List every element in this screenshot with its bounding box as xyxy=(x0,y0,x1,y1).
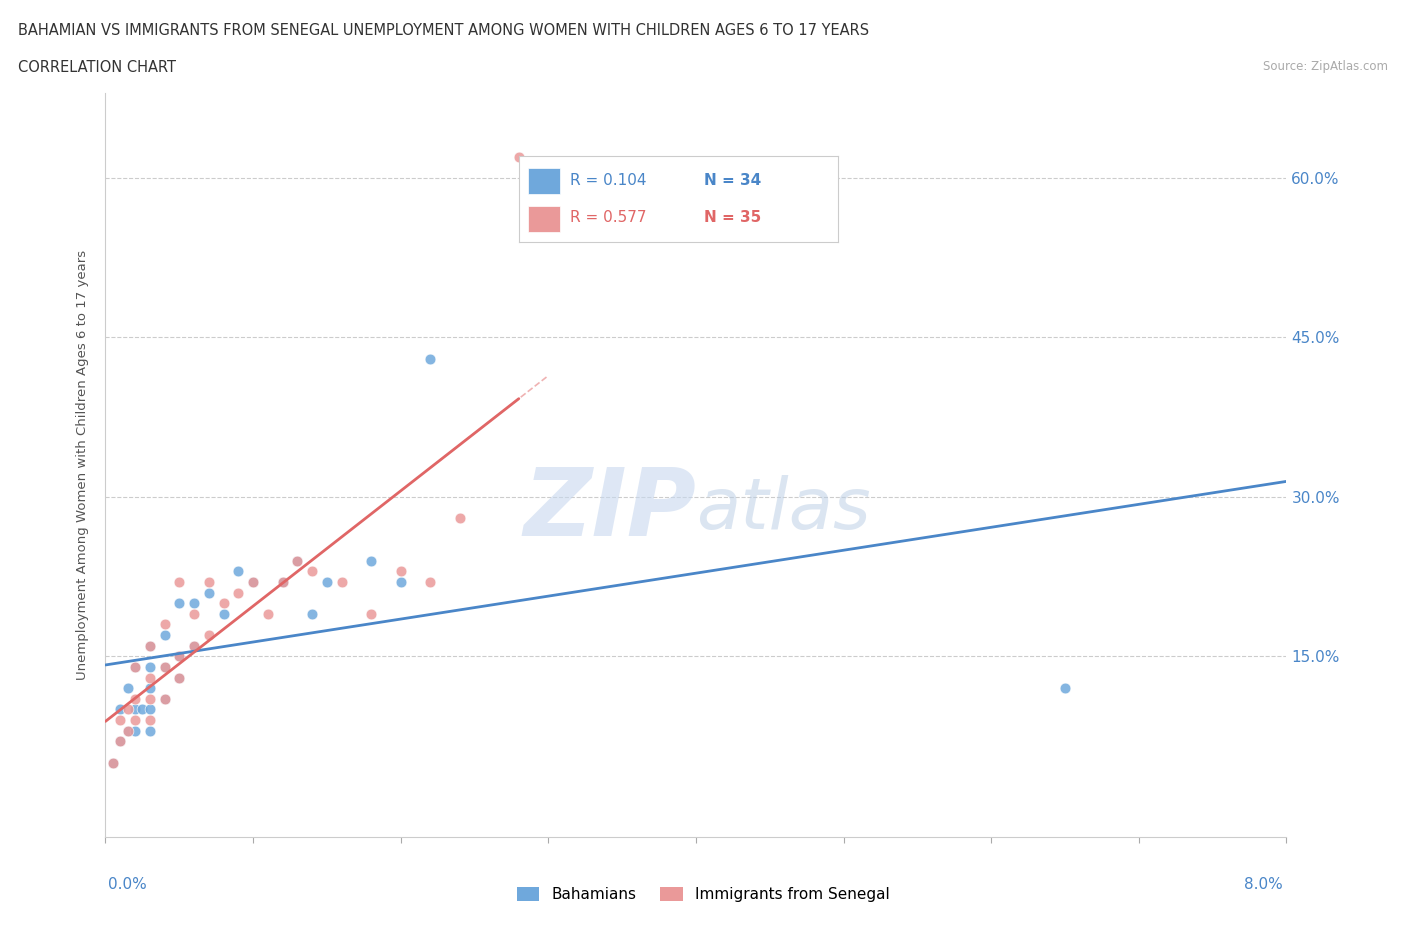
Point xyxy=(419,352,441,366)
Point xyxy=(169,596,191,611)
Text: R = 0.577: R = 0.577 xyxy=(569,210,647,225)
Point xyxy=(242,575,264,590)
Text: Source: ZipAtlas.com: Source: ZipAtlas.com xyxy=(1263,60,1388,73)
Bar xyxy=(529,206,560,232)
Point xyxy=(183,638,205,653)
Point xyxy=(169,671,191,685)
Point xyxy=(138,638,162,653)
Point xyxy=(287,553,309,568)
Point xyxy=(101,755,124,770)
Point xyxy=(197,628,219,643)
Point xyxy=(212,606,235,621)
Text: 0.0%: 0.0% xyxy=(108,877,148,892)
Point xyxy=(271,575,294,590)
Point xyxy=(110,734,132,749)
Point xyxy=(138,691,162,706)
Point xyxy=(138,712,162,727)
Point xyxy=(117,724,139,738)
Point xyxy=(124,659,146,674)
Point xyxy=(169,575,191,590)
Y-axis label: Unemployment Among Women with Children Ages 6 to 17 years: Unemployment Among Women with Children A… xyxy=(76,250,90,680)
Point xyxy=(1054,681,1077,696)
Text: atlas: atlas xyxy=(696,475,870,544)
Point xyxy=(212,596,235,611)
Point xyxy=(287,553,309,568)
Point xyxy=(153,691,176,706)
Point xyxy=(169,649,191,664)
Point xyxy=(301,606,323,621)
Point xyxy=(153,659,176,674)
Point xyxy=(117,702,139,717)
Point xyxy=(138,671,162,685)
Point xyxy=(117,681,139,696)
Point xyxy=(138,681,162,696)
Point xyxy=(271,575,294,590)
Point xyxy=(169,649,191,664)
Point xyxy=(226,564,250,578)
Point xyxy=(117,724,139,738)
Point xyxy=(419,575,441,590)
Point xyxy=(138,638,162,653)
Point xyxy=(301,564,323,578)
Point xyxy=(360,606,382,621)
Point xyxy=(360,553,382,568)
Point xyxy=(197,585,219,600)
Legend: Bahamians, Immigrants from Senegal: Bahamians, Immigrants from Senegal xyxy=(510,881,896,909)
Point xyxy=(389,564,412,578)
Point xyxy=(183,596,205,611)
Point xyxy=(110,734,132,749)
Point xyxy=(153,659,176,674)
Point xyxy=(124,691,146,706)
Point xyxy=(131,702,153,717)
Text: 8.0%: 8.0% xyxy=(1243,877,1282,892)
Point xyxy=(242,575,264,590)
Point xyxy=(183,606,205,621)
Point xyxy=(389,575,412,590)
Text: N = 35: N = 35 xyxy=(704,210,761,225)
Text: R = 0.104: R = 0.104 xyxy=(569,173,647,188)
Point xyxy=(138,702,162,717)
Bar xyxy=(529,168,560,193)
Point xyxy=(315,575,337,590)
Point xyxy=(101,755,124,770)
Point xyxy=(153,617,176,631)
Point xyxy=(124,712,146,727)
Point xyxy=(124,659,146,674)
Point xyxy=(449,511,471,525)
Point xyxy=(256,606,278,621)
Text: ZIP: ZIP xyxy=(523,464,696,555)
Point xyxy=(138,724,162,738)
Point xyxy=(169,671,191,685)
Point xyxy=(197,575,219,590)
Point xyxy=(124,702,146,717)
Point xyxy=(330,575,353,590)
Point xyxy=(124,724,146,738)
Point xyxy=(508,150,530,165)
Point xyxy=(183,638,205,653)
Point xyxy=(138,659,162,674)
Point xyxy=(226,585,250,600)
Text: BAHAMIAN VS IMMIGRANTS FROM SENEGAL UNEMPLOYMENT AMONG WOMEN WITH CHILDREN AGES : BAHAMIAN VS IMMIGRANTS FROM SENEGAL UNEM… xyxy=(18,23,869,38)
Point xyxy=(153,628,176,643)
Text: CORRELATION CHART: CORRELATION CHART xyxy=(18,60,176,75)
Point xyxy=(153,691,176,706)
Point xyxy=(110,702,132,717)
Point xyxy=(110,712,132,727)
Text: N = 34: N = 34 xyxy=(704,173,761,188)
